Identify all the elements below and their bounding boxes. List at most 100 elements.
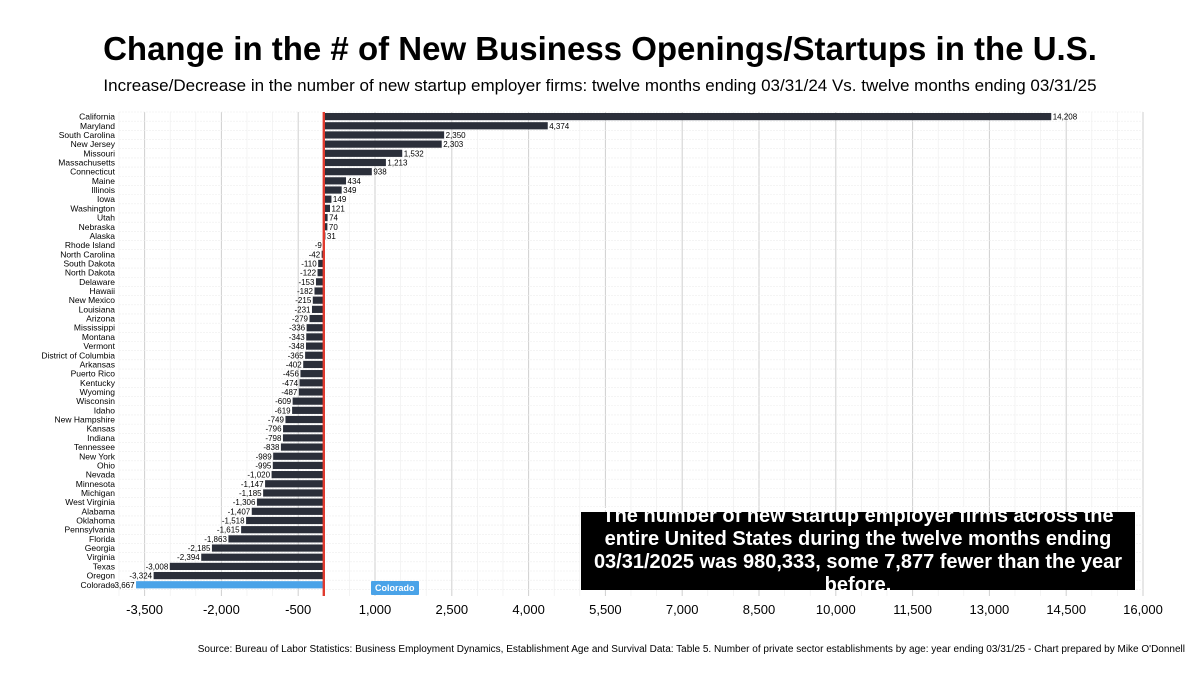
bar bbox=[303, 360, 324, 369]
category-label: Wyoming bbox=[80, 387, 116, 397]
bar bbox=[300, 370, 324, 378]
bar bbox=[285, 415, 324, 424]
data-label: -619 bbox=[275, 406, 292, 415]
x-tick-label: 11,500 bbox=[893, 602, 932, 617]
bar bbox=[256, 498, 324, 506]
bar bbox=[280, 443, 324, 451]
data-label: -279 bbox=[292, 315, 309, 324]
data-label: -153 bbox=[298, 278, 315, 287]
bar bbox=[282, 434, 324, 442]
bar bbox=[306, 333, 324, 341]
data-label: -215 bbox=[295, 296, 312, 305]
x-tick-label: 16,000 bbox=[1123, 602, 1163, 617]
data-label: 2,303 bbox=[443, 140, 464, 149]
category-label: Minnesota bbox=[76, 479, 115, 489]
x-axis-ticks: -3,500 -2,000 -500 1,000 2,500 4,000 5,500 7,00… bbox=[126, 602, 1163, 617]
category-label: Virginia bbox=[87, 552, 115, 562]
bar bbox=[323, 223, 328, 231]
category-label: Connecticut bbox=[70, 167, 116, 177]
data-label: -365 bbox=[288, 351, 305, 360]
data-label: -1,518 bbox=[222, 517, 245, 526]
category-label: Alaska bbox=[89, 231, 115, 241]
category-label: Idaho bbox=[94, 405, 116, 415]
bar bbox=[323, 195, 332, 203]
category-label: Tennessee bbox=[74, 442, 115, 452]
category-label: Louisiana bbox=[79, 304, 116, 314]
category-label: Arkansas bbox=[80, 359, 115, 369]
data-label: 70 bbox=[329, 223, 338, 232]
chart-subtitle: Increase/Decrease in the number of new s… bbox=[103, 76, 1097, 95]
data-label: -1,185 bbox=[239, 489, 262, 498]
category-label: North Dakota bbox=[65, 268, 115, 278]
bar bbox=[272, 461, 324, 470]
category-label: Maryland bbox=[80, 121, 115, 131]
data-label: -3,667 bbox=[112, 581, 135, 590]
category-label: District of Columbia bbox=[41, 350, 115, 360]
chart-title: Change in the # of New Business Openings… bbox=[103, 30, 1097, 67]
category-label: New Jersey bbox=[71, 139, 116, 149]
data-label: 938 bbox=[373, 168, 387, 177]
category-label: Mississippi bbox=[74, 323, 115, 333]
data-label: -343 bbox=[289, 333, 306, 342]
bar bbox=[323, 149, 403, 157]
data-label: -9 bbox=[315, 241, 323, 250]
data-label: -456 bbox=[283, 370, 300, 379]
data-label: 74 bbox=[329, 214, 338, 223]
category-label: Missouri bbox=[83, 148, 115, 158]
bar bbox=[292, 406, 324, 414]
data-label: 149 bbox=[333, 195, 347, 204]
category-label: Nevada bbox=[86, 470, 116, 480]
category-label: Indiana bbox=[87, 433, 115, 443]
data-label: -110 bbox=[301, 259, 317, 268]
data-label: -474 bbox=[282, 379, 299, 388]
x-tick-label: 5,500 bbox=[589, 602, 622, 617]
category-label: Puerto Rico bbox=[71, 369, 116, 379]
x-tick-label: 13,000 bbox=[970, 602, 1010, 617]
bar bbox=[153, 571, 324, 580]
category-label: Hawaii bbox=[89, 286, 115, 296]
data-label: -122 bbox=[300, 269, 317, 278]
data-label: 31 bbox=[327, 232, 336, 241]
bar bbox=[323, 140, 442, 148]
data-label: -3,008 bbox=[146, 562, 169, 571]
x-tick-label: 2,500 bbox=[436, 602, 469, 617]
data-label: -487 bbox=[281, 388, 298, 397]
bar bbox=[323, 122, 548, 130]
bar bbox=[265, 480, 324, 488]
category-label: North Carolina bbox=[60, 249, 115, 259]
bar bbox=[136, 581, 324, 589]
data-label: -1,615 bbox=[217, 526, 240, 535]
bar bbox=[251, 507, 324, 515]
category-label: Maine bbox=[92, 176, 115, 186]
data-label: 1,532 bbox=[404, 149, 425, 158]
category-label: West Virginia bbox=[65, 497, 115, 507]
category-label: Ohio bbox=[97, 460, 115, 470]
bar bbox=[271, 471, 324, 479]
data-label: -402 bbox=[286, 360, 303, 369]
data-label: -995 bbox=[255, 461, 272, 470]
x-tick-label: 4,000 bbox=[512, 602, 545, 617]
category-label: Massachusetts bbox=[58, 157, 115, 167]
category-label: Utah bbox=[97, 213, 115, 223]
category-label: Florida bbox=[89, 534, 115, 544]
category-label: Montana bbox=[82, 332, 115, 342]
data-label: 1,213 bbox=[387, 158, 408, 167]
bar bbox=[228, 535, 324, 543]
category-label: South Carolina bbox=[59, 130, 116, 140]
bar bbox=[169, 562, 324, 571]
bar bbox=[323, 186, 342, 194]
data-label: 2,350 bbox=[446, 131, 467, 140]
x-tick-label: -3,500 bbox=[126, 602, 163, 617]
category-label: New Hampshire bbox=[55, 415, 116, 425]
data-label: -1,147 bbox=[241, 480, 264, 489]
bar bbox=[315, 278, 324, 286]
category-label: Kansas bbox=[87, 424, 115, 434]
category-label: Illinois bbox=[91, 185, 115, 195]
category-label: Wisconsin bbox=[76, 396, 115, 406]
bar bbox=[314, 287, 324, 295]
data-label: -3,324 bbox=[129, 572, 152, 581]
data-label: -609 bbox=[275, 397, 292, 406]
bar bbox=[311, 305, 324, 313]
